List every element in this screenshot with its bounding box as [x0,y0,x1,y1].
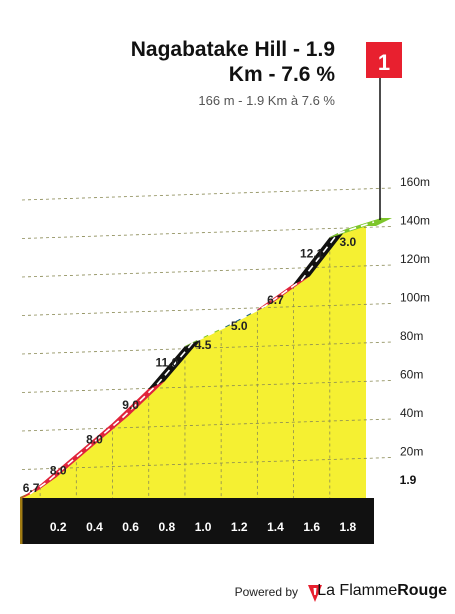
distance-label: 1.8 [340,520,357,534]
grid-line-horizontal [21,226,393,239]
grid-line-horizontal [21,457,393,470]
profile-base-side [20,497,23,544]
gradient-label: 11.0 [155,356,178,370]
summit-flag-label: 1 [378,50,390,75]
distance-label: 0.2 [50,520,67,534]
gradient-label: 8.0 [50,463,67,477]
distance-label: 1.4 [267,520,284,534]
summit-flag: 1 [366,42,402,220]
elevation-tick-label: 160m [400,175,430,189]
summit-flag-box [366,42,402,78]
gradient-label: 5.0 [231,319,248,333]
gradient-labels: 6.7 8.0 8.0 9.0 11.0 4.5 5.0 6.7 12.1 3.0 [23,235,357,495]
distance-label: 1.6 [303,520,320,534]
gradient-label: 9.0 [122,398,139,412]
gradient-label: 12.1 [300,247,324,261]
gradient-label: 6.7 [23,481,40,495]
gradient-label: 6.7 [267,293,284,307]
chart-title-line-1: Nagabatake Hill - 1.9 [130,38,335,61]
profile-road [21,217,392,499]
elevation-tick-label: 40m [400,406,423,420]
grid-line-horizontal [21,264,393,278]
grid-line-horizontal [21,418,393,432]
gradient-label: 3.0 [340,235,357,249]
brand-name: La FlammeRouge [317,582,447,600]
elevation-tick-label: 120m [400,252,430,266]
profile-ground-band [22,498,374,544]
brand-name-prefix: La Flamme [317,582,398,599]
distance-label: 1.0 [195,520,212,534]
road-summit-cap [366,217,392,226]
elevation-tick-label: 140m [400,214,430,228]
grid-line-horizontal [21,380,393,393]
powered-by-text: Powered by [234,585,298,599]
road-center-dashes [29,221,375,495]
elevation-tick-label: 60m [400,368,423,382]
gradient-label: 4.5 [195,338,212,352]
footer: Powered by La FlammeRouge [0,582,455,606]
grid-line-horizontal [21,303,393,316]
elevation-tick-label: 100m [400,291,430,305]
distance-labels: 0.2 0.4 0.6 0.8 1.0 1.2 1.4 1.6 1.8 1.9 [50,473,417,534]
chart-subtitle: 166 m - 1.9 Km à 7.6 % [198,93,335,108]
distance-label: 1.2 [231,520,248,534]
gradient-label: 8.0 [86,433,103,447]
distance-label: 0.6 [122,520,139,534]
distance-label: 1.9 [400,473,417,487]
distance-label: 0.4 [86,520,103,534]
flamme-rouge-logo-icon [308,585,322,602]
profile-grid [21,187,393,498]
elevation-axis: 20m 40m 60m 80m 100m 120m 140m 160m [400,175,430,459]
elevation-tick-label: 20m [400,445,423,459]
chart-title-line-2: Km - 7.6 % [228,63,335,86]
brand-name-suffix: Rouge [397,582,447,599]
distance-label: 0.8 [158,520,175,534]
elevation-tick-label: 80m [400,329,423,343]
grid-line-horizontal [21,187,393,201]
grid-line-horizontal [21,341,393,355]
